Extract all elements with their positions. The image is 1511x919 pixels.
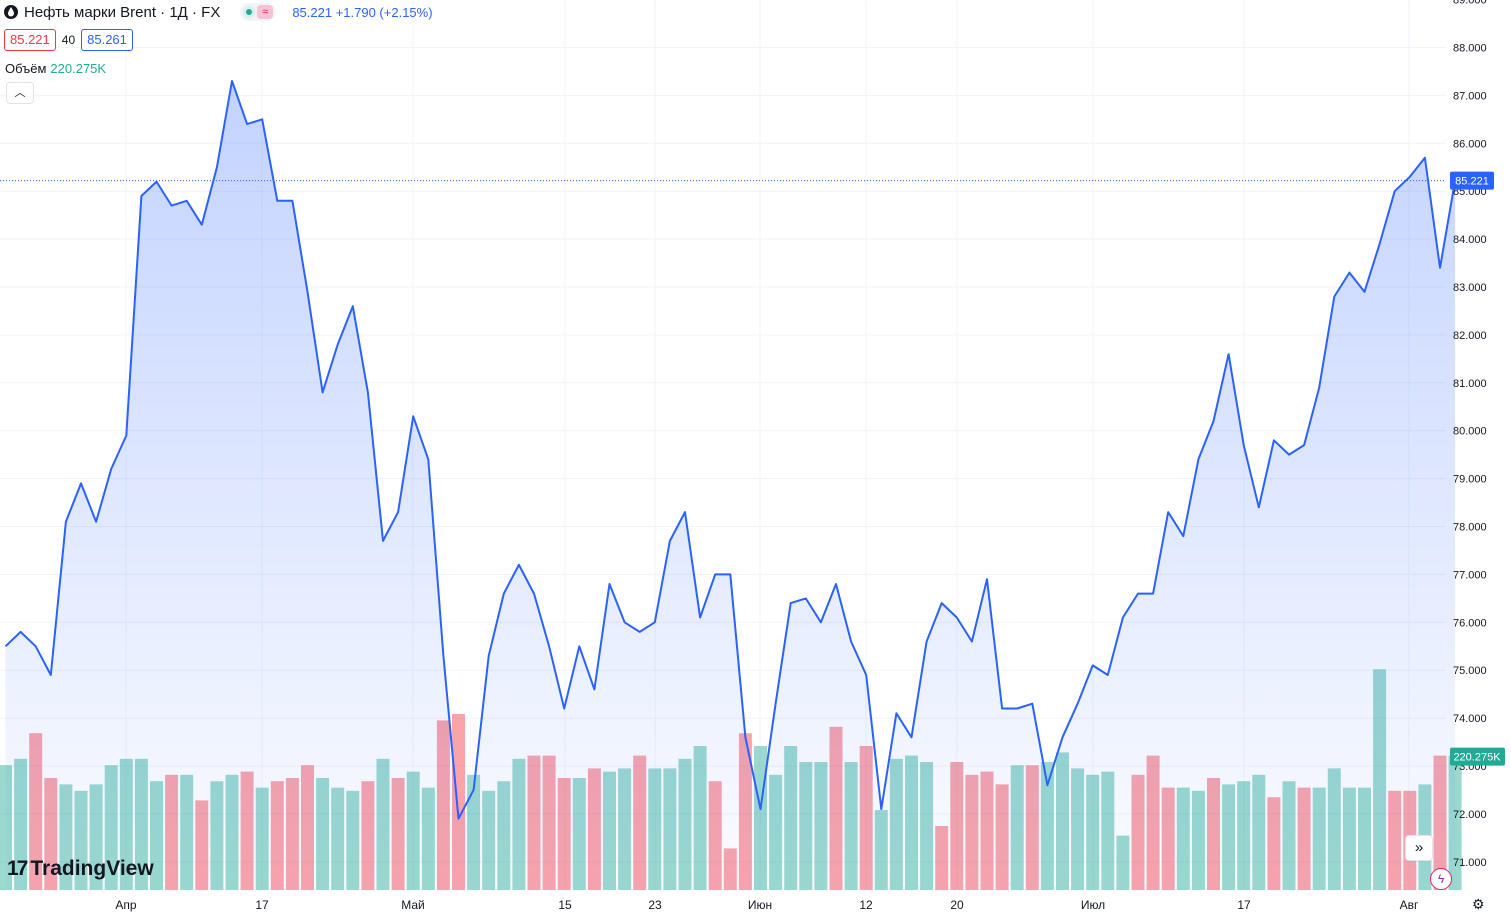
y-tick-label: 87.000 xyxy=(1453,90,1487,102)
y-tick-label: 81.000 xyxy=(1453,378,1487,390)
y-tick-label: 84.000 xyxy=(1453,234,1487,246)
market-open-icon xyxy=(243,6,256,18)
status-pill[interactable]: ≈ xyxy=(240,3,277,21)
y-tick-label: 86.000 xyxy=(1453,138,1487,150)
y-tick-label: 79.000 xyxy=(1453,474,1487,486)
x-tick-label: 12 xyxy=(859,898,873,912)
double-chevron-right-icon: » xyxy=(1414,839,1424,856)
collapse-legend-button[interactable]: ︿ xyxy=(6,82,34,104)
flash-icon[interactable]: ϟ xyxy=(1430,868,1452,890)
ohlc-values: 85.221 +1.790 (+2.15%) xyxy=(292,4,433,20)
buy-price-button[interactable]: 85.261 xyxy=(81,29,133,51)
gear-icon[interactable]: ⚙ xyxy=(1472,896,1485,912)
bid-ask-row: 85.221 40 85.261 xyxy=(4,29,133,51)
y-tick-label: 88.000 xyxy=(1453,43,1487,55)
y-tick-label: 89.000 xyxy=(1453,0,1487,7)
y-tick-label: 78.000 xyxy=(1453,522,1487,534)
x-tick-label: 17 xyxy=(255,898,269,912)
sell-price-button[interactable]: 85.221 xyxy=(4,29,56,51)
last-price-tag-text: 85.221 xyxy=(1455,176,1489,188)
x-tick-label: Июл xyxy=(1081,898,1105,912)
time-axis[interactable]: Апр 17 Май 15 23 Июн 12 20 Июл 17 Авг xyxy=(115,898,1419,912)
y-tick-label: 72.000 xyxy=(1453,809,1487,821)
last-price-tag xyxy=(1450,171,1494,190)
price-line xyxy=(4,80,1457,820)
x-tick-label: Май xyxy=(401,898,425,912)
volume-title: Объём xyxy=(5,61,47,76)
y-tick-label: 82.000 xyxy=(1453,330,1487,342)
price-area-fill xyxy=(5,81,1456,890)
y-tick-label: 71.000 xyxy=(1453,857,1487,869)
x-tick-label: 20 xyxy=(950,898,964,912)
scroll-to-realtime-button[interactable]: » xyxy=(1405,835,1433,861)
symbol-title[interactable]: Нефть марки Brent · 1Д · FX xyxy=(24,3,221,21)
price-area xyxy=(0,80,1459,890)
y-tick-label: 76.000 xyxy=(1453,617,1487,629)
x-tick-label: Авг xyxy=(1400,898,1419,912)
x-tick-label: 17 xyxy=(1237,898,1251,912)
x-tick-label: Апр xyxy=(115,898,137,912)
symbol-legend[interactable]: Нефть марки Brent · 1Д · FX ≈ 85.221 +1.… xyxy=(4,3,433,21)
delayed-data-icon: ≈ xyxy=(257,5,274,19)
y-tick-label: 74.000 xyxy=(1453,713,1487,725)
volume-legend[interactable]: Объём 220.275K xyxy=(5,61,106,76)
logo-text: TradingView xyxy=(30,857,154,880)
chevron-up-icon: ︿ xyxy=(14,87,26,99)
x-tick-label: 15 xyxy=(558,898,572,912)
volume-tag-text: 220.275K xyxy=(1453,752,1501,764)
axis-price-labels: 85.221 220.275K xyxy=(1450,171,1505,766)
volume-value: 220.275K xyxy=(50,61,107,76)
spread-value: 40 xyxy=(61,33,76,47)
volume-tag xyxy=(1450,747,1505,766)
tv-logo-icon: 17 xyxy=(7,857,28,880)
y-tick-label: 80.000 xyxy=(1453,426,1487,438)
tradingview-logo[interactable]: 17 TradingView xyxy=(7,857,154,881)
y-tick-label: 77.000 xyxy=(1453,569,1487,581)
x-tick-label: 23 xyxy=(648,898,662,912)
x-tick-label: Июн xyxy=(748,898,772,912)
oil-drop-icon xyxy=(4,5,18,19)
price-axis[interactable]: 71.00072.00073.00074.00075.00076.00077.0… xyxy=(1453,0,1487,869)
y-tick-label: 75.000 xyxy=(1453,665,1487,677)
y-tick-label: 83.000 xyxy=(1453,282,1487,294)
